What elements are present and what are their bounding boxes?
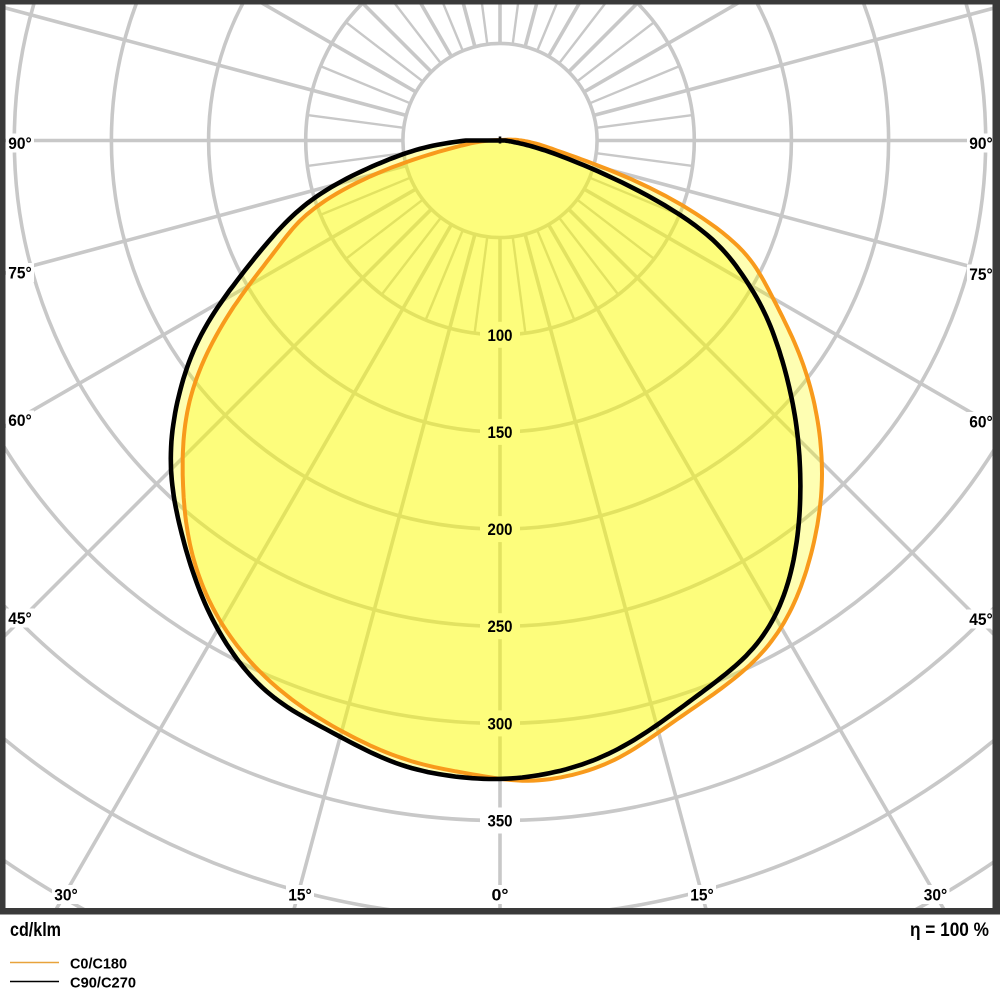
svg-text:η = 100 %: η = 100 % bbox=[910, 920, 989, 941]
svg-text:C90/C270: C90/C270 bbox=[70, 976, 136, 992]
svg-text:300: 300 bbox=[488, 714, 513, 733]
svg-text:30°: 30° bbox=[54, 886, 78, 905]
svg-text:15°: 15° bbox=[690, 886, 714, 905]
svg-text:45°: 45° bbox=[969, 610, 993, 629]
svg-text:60°: 60° bbox=[8, 411, 32, 430]
svg-text:0°: 0° bbox=[492, 886, 509, 905]
svg-text:100: 100 bbox=[488, 326, 513, 345]
svg-text:200: 200 bbox=[488, 520, 513, 539]
svg-text:30°: 30° bbox=[924, 886, 948, 905]
svg-text:60°: 60° bbox=[969, 413, 993, 432]
svg-text:150: 150 bbox=[488, 423, 513, 442]
svg-text:75°: 75° bbox=[8, 264, 32, 283]
svg-text:350: 350 bbox=[488, 812, 513, 831]
svg-text:90°: 90° bbox=[8, 134, 32, 153]
svg-text:75°: 75° bbox=[969, 265, 993, 284]
svg-text:90°: 90° bbox=[969, 134, 993, 153]
svg-text:250: 250 bbox=[488, 617, 513, 636]
svg-text:C0/C180: C0/C180 bbox=[70, 957, 127, 973]
svg-text:cd/klm: cd/klm bbox=[10, 920, 61, 941]
svg-text:15°: 15° bbox=[288, 886, 312, 905]
svg-text:45°: 45° bbox=[8, 609, 32, 628]
